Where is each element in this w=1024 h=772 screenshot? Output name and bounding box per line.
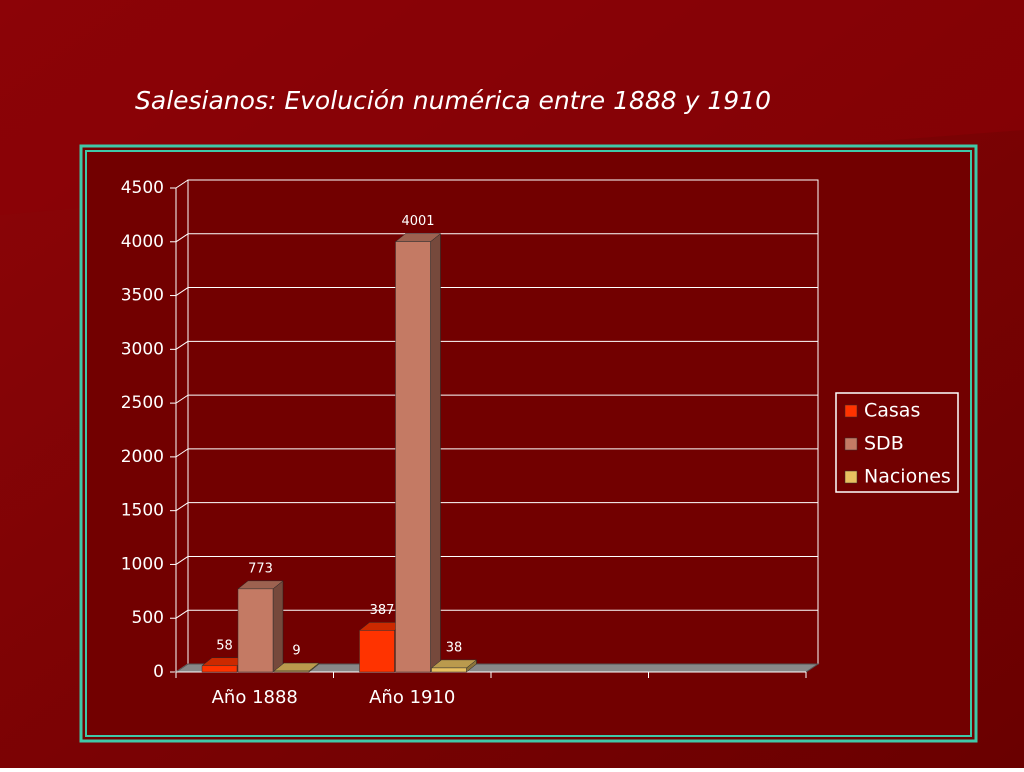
bar: [201, 665, 238, 673]
grid-line-side: [175, 609, 189, 619]
grid-line-side: [175, 394, 189, 404]
grid-line-side: [175, 448, 189, 458]
y-tick-label: 4000: [121, 232, 164, 252]
data-label: 4001: [401, 214, 434, 229]
legend-label: Naciones: [864, 466, 951, 488]
legend-swatch: [844, 470, 858, 484]
chart-title: Salesianos: Evolución numérica entre 188…: [135, 86, 771, 115]
bar: [359, 630, 395, 673]
bar: [237, 588, 274, 673]
data-label: 58: [216, 638, 233, 653]
grid-line-side: [175, 556, 189, 565]
y-tick-label: 2500: [121, 393, 164, 413]
data-label: 773: [248, 561, 273, 576]
y-tick-label: 1000: [121, 554, 164, 574]
grid-line-side: [175, 233, 189, 243]
x-tick-label: Año 1888: [212, 687, 298, 708]
chart-frame: [79, 144, 978, 743]
x-tick-label: Año 1910: [369, 687, 455, 708]
grid-line-side: [175, 287, 189, 296]
data-label: 9: [292, 644, 300, 659]
bar: [395, 241, 431, 673]
bar-side: [272, 580, 284, 673]
legend-label: Casas: [864, 400, 920, 422]
grid-line-side: [175, 179, 189, 189]
y-tick-label: 500: [132, 608, 164, 628]
y-tick-label: 2000: [121, 447, 164, 467]
legend-swatch: [844, 437, 858, 451]
bar-side: [430, 233, 441, 673]
y-tick-label: 0: [153, 662, 164, 682]
chart-frame-inner: [85, 150, 972, 737]
bar: [431, 667, 467, 673]
y-tick-label: 3500: [121, 286, 164, 306]
legend-label: SDB: [864, 433, 904, 455]
grid-line-side: [175, 502, 189, 512]
data-label: 387: [370, 603, 395, 618]
bar: [273, 670, 310, 673]
data-label: 38: [446, 640, 463, 655]
y-tick-label: 4500: [121, 178, 164, 198]
y-tick-label: 3000: [121, 339, 164, 359]
y-tick-label: 1500: [121, 501, 164, 521]
grid-line-side: [175, 340, 189, 350]
legend-swatch: [844, 404, 858, 418]
